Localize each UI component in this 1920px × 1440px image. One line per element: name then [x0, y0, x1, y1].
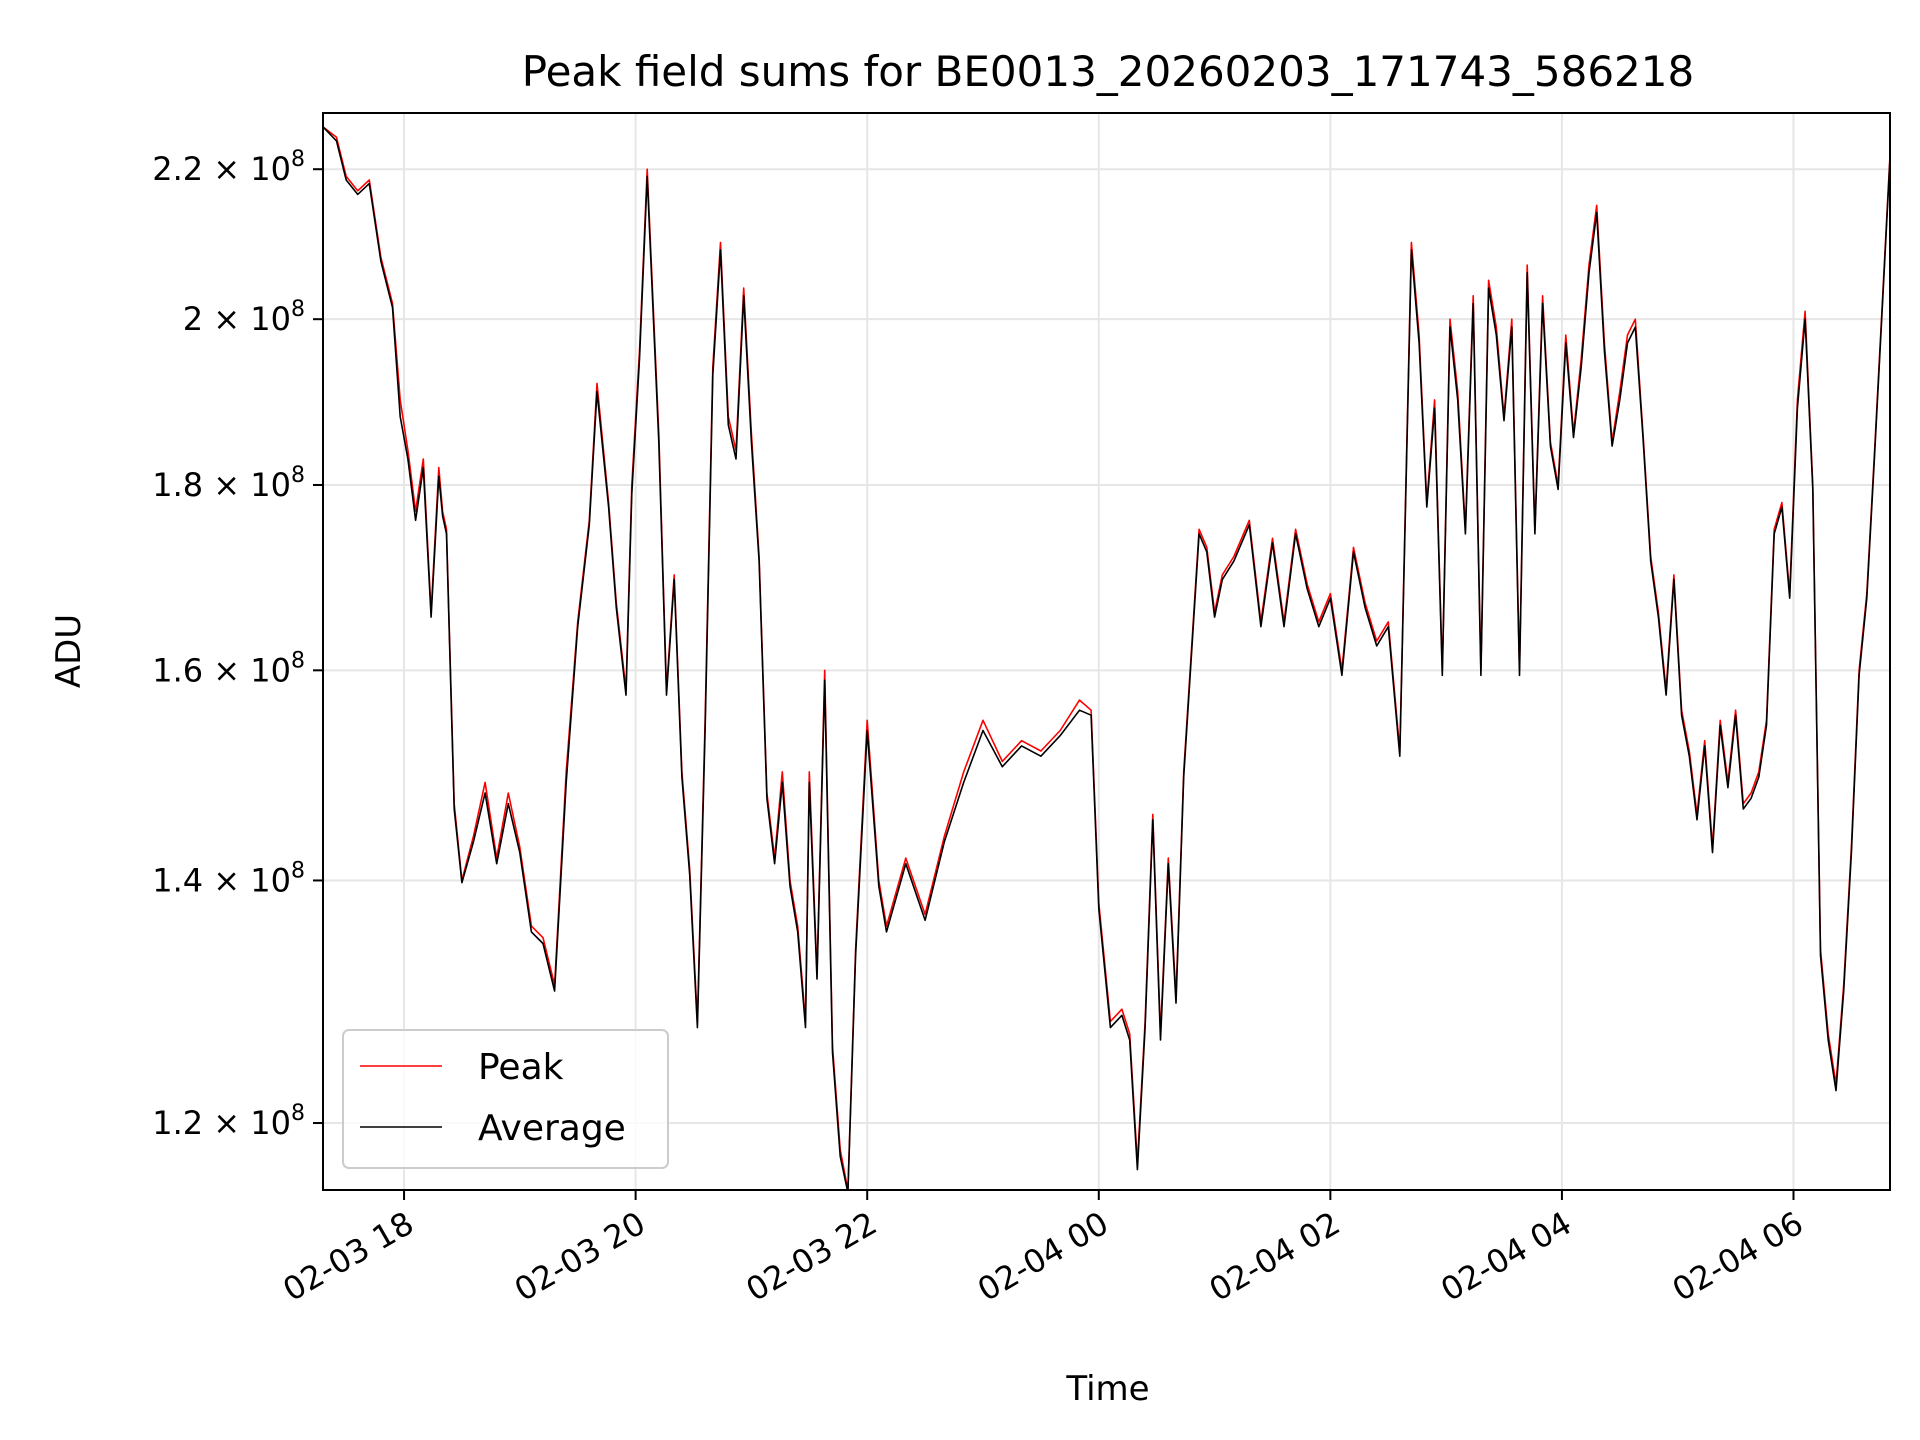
y-tick-times: × — [203, 861, 250, 899]
x-axis-label: Time — [1065, 1369, 1149, 1409]
legend-label-peak: Peak — [478, 1047, 564, 1088]
y-tick-base: 10 — [250, 150, 291, 188]
y-tick-times: × — [203, 1104, 250, 1142]
y-tick-base: 10 — [250, 651, 291, 689]
y-tick-times: × — [203, 150, 250, 188]
y-tick-label: 1.6 × 108 — [152, 648, 305, 689]
y-tick-label: 1.8 × 108 — [152, 463, 305, 504]
legend-label-average: Average — [478, 1108, 626, 1149]
y-tick-times: × — [203, 651, 250, 689]
y-tick-times: × — [203, 300, 250, 338]
y-tick-label: 1.2 × 108 — [152, 1101, 305, 1142]
y-tick-times: × — [203, 466, 250, 504]
y-tick-mantissa: 1.8 — [152, 466, 203, 504]
y-tick-mantissa: 1.4 — [152, 861, 203, 899]
series-layer — [323, 126, 1890, 1190]
y-tick-base: 10 — [250, 466, 291, 504]
plot-frame — [322, 112, 1891, 1191]
grid-lines — [323, 113, 1890, 1190]
y-tick-base: 10 — [250, 861, 291, 899]
y-tick-label: 2.2 × 108 — [152, 147, 305, 188]
y-tick-exponent: 8 — [291, 858, 305, 883]
y-tick-base: 10 — [250, 300, 291, 338]
y-tick-exponent: 8 — [291, 1101, 305, 1126]
chart-title: Peak field sums for BE0013_20260203_1717… — [522, 47, 1694, 96]
y-tick-exponent: 8 — [291, 463, 305, 488]
y-tick-mantissa: 2.2 — [152, 150, 203, 188]
y-tick-exponent: 8 — [291, 147, 305, 172]
y-tick-label: 1.4 × 108 — [152, 858, 305, 899]
y-tick-exponent: 8 — [291, 648, 305, 673]
legend-box — [342, 1029, 669, 1169]
y-tick-mantissa: 1.2 — [152, 1104, 203, 1142]
y-tick-base: 10 — [250, 1104, 291, 1142]
y-tick-mantissa: 1.6 — [152, 651, 203, 689]
legend: Peak Average — [342, 1029, 669, 1169]
y-tick-mantissa: 2 — [183, 300, 203, 338]
series-line-average — [323, 126, 1890, 1190]
y-axis-label: ADU — [49, 614, 89, 688]
y-tick-exponent: 8 — [291, 297, 305, 322]
y-tick-label: 2 × 108 — [183, 297, 305, 338]
